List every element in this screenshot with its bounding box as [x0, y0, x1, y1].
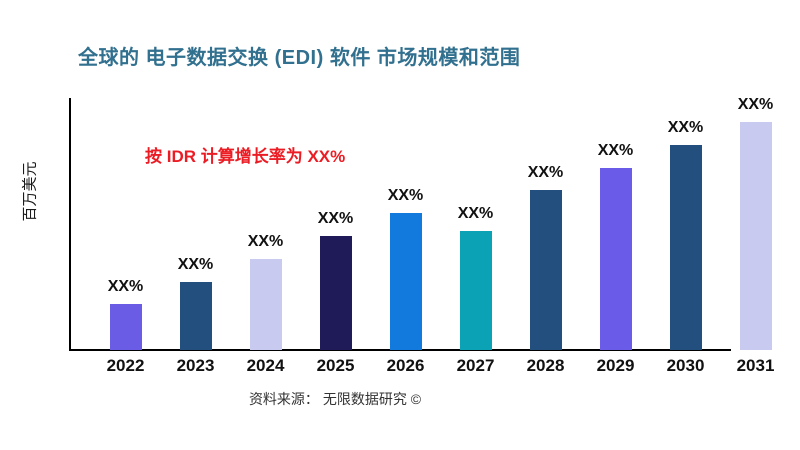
bar-2024	[249, 259, 282, 350]
bar-value-label: XX%	[597, 142, 634, 159]
x-tick-label: 2028	[526, 356, 565, 375]
source-attribution: 资料来源： 无限数据研究 ©	[248, 391, 422, 407]
bar-value-label: XX%	[387, 187, 424, 204]
x-tick-label: 2030	[666, 356, 705, 375]
bar-2031	[739, 122, 772, 350]
x-tick-label: 2023	[176, 356, 215, 375]
bar-2028	[529, 190, 562, 350]
x-tick-label: 2031	[736, 356, 775, 375]
bar-2026	[389, 213, 422, 350]
growth-rate-annotation: 按 IDR 计算增长率为 XX%	[145, 147, 346, 166]
bar-2023	[179, 282, 212, 350]
bar-value-label: XX%	[667, 119, 704, 136]
bar-2029	[599, 168, 632, 350]
y-axis-line	[69, 98, 71, 351]
x-tick-label: 2024	[246, 356, 285, 375]
x-axis-line	[69, 349, 731, 351]
bar-2027	[459, 231, 492, 350]
x-tick-label: 2027	[456, 356, 495, 375]
bar-2022	[109, 304, 142, 350]
bar-2030	[669, 145, 702, 350]
bar-value-label: XX%	[247, 233, 284, 250]
x-tick-label: 2025	[316, 356, 355, 375]
x-tick-label: 2029	[596, 356, 635, 375]
bar-value-label: XX%	[737, 96, 774, 113]
x-tick-label: 2022	[106, 356, 145, 375]
bar-2025	[319, 236, 352, 350]
bar-value-label: XX%	[457, 205, 494, 222]
chart-title: 全球的 电子数据交换 (EDI) 软件 市场规模和范围	[78, 47, 521, 69]
bar-value-label: XX%	[107, 278, 144, 295]
x-tick-label: 2026	[386, 356, 425, 375]
bar-value-label: XX%	[177, 256, 214, 273]
bar-value-label: XX%	[527, 164, 564, 181]
bar-value-label: XX%	[317, 210, 354, 227]
y-axis-label: 百万美元	[21, 161, 39, 222]
